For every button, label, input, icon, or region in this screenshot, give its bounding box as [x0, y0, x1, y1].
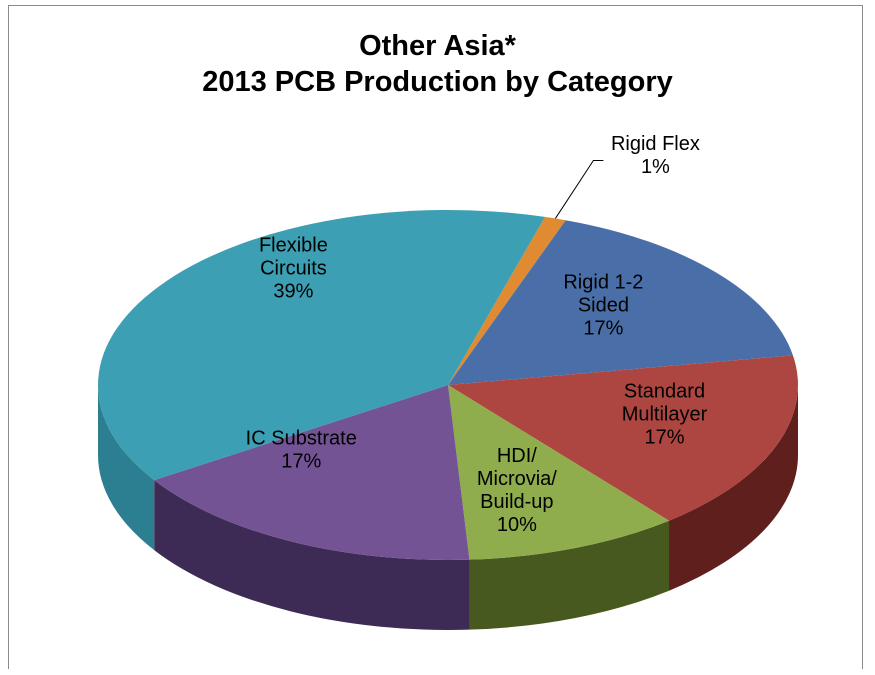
pie-slice-standard-multilayer [448, 355, 798, 521]
chart-title-line-2: 2013 PCB Production by Category [202, 66, 673, 98]
data-label-flexible-circuits: Flexible Circuits 39% [259, 235, 328, 303]
pie-sides [98, 385, 798, 630]
leader-lines [554, 159, 604, 219]
chart-title-line-1: Other Asia* [359, 30, 516, 62]
pie-side-ic-substrate [154, 480, 470, 630]
pie-slice-hdi-microvia-build-up [448, 385, 670, 560]
pie-tops [98, 210, 798, 561]
data-label-standard-multilayer: Standard Multilayer 17% [622, 381, 708, 449]
pie-slice-rigid-flex [448, 216, 566, 385]
pie-side-standard-multilayer [669, 385, 798, 591]
data-label-rigid-flex: Rigid Flex 1% [611, 133, 700, 178]
pie-slice-rigid-1-2-sided [448, 220, 793, 385]
data-label-hdi-microvia-build-up: HDI/Microvia/Build-up 10% [477, 445, 557, 536]
pie-side-flexible-circuits [98, 385, 155, 551]
leader-line-rigid-flex [554, 159, 604, 219]
data-label-ic-substrate: IC Substrate 17% [246, 427, 357, 472]
pie-side-hdi-microvia-build-up [469, 520, 670, 630]
pie-slice-flexible-circuits [98, 210, 545, 481]
data-label-rigid-1-2-sided: Rigid 1-2 Sided 17% [563, 272, 643, 340]
pie-slice-ic-substrate [154, 385, 470, 561]
data-labels: Rigid Flex 1% Rigid 1-2 Sided 17% Standard Mul… [246, 133, 708, 536]
